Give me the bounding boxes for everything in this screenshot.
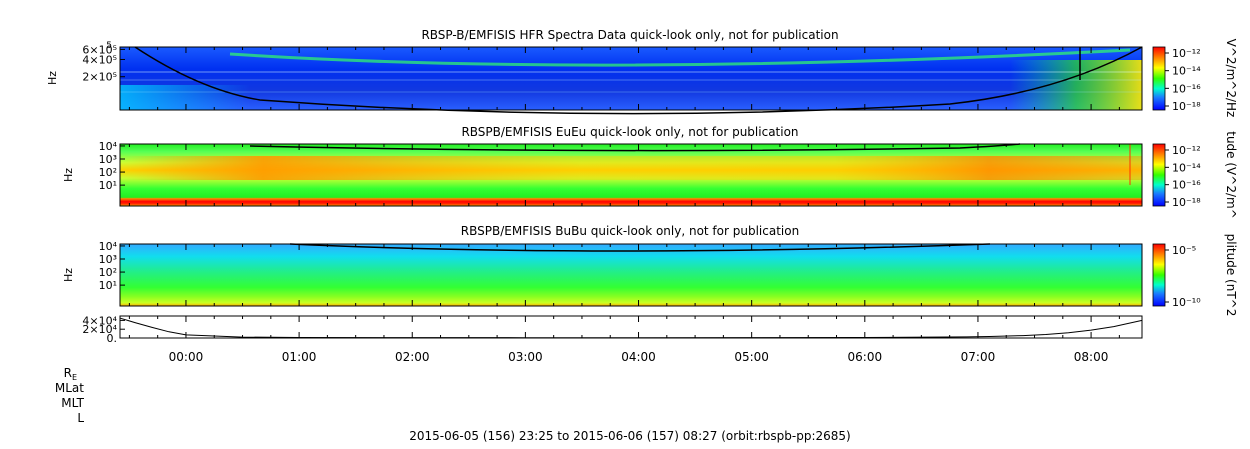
ephem-l: L (77, 411, 84, 425)
time-tick-label: 07:00 (961, 350, 996, 364)
hfr-colorbar-tick-label: 10⁻¹⁶ (1172, 82, 1201, 95)
bubu-colorbar (1152, 243, 1166, 307)
hfr-ytick-label: 4×10⁵ (82, 53, 117, 66)
time-tick-label: 08:00 (1074, 350, 1109, 364)
eueu-ytick-label: 10⁴ (99, 140, 118, 153)
density-plot-area (120, 316, 1142, 338)
eueu-frame (119, 143, 1143, 207)
density-ytick-label: 2×10⁴ (82, 323, 117, 336)
eueu-panel: RBSPB/EMFISIS EuEu quick-look only, not … (62, 125, 1238, 219)
bubu-ytick-label: 10¹ (99, 279, 117, 292)
time-axis: 00:00 01:00 02:00 03:00 04:00 05:00 06:00 07:00… (128, 47, 1120, 364)
bubu-upper-trace (289, 243, 991, 252)
time-tick-label: 00:00 (169, 350, 204, 364)
hfr-colorbar-tick-label: 10⁻¹⁸ (1172, 100, 1201, 113)
eueu-colorbar-label: tude (V^2/m^ (1224, 131, 1238, 219)
eueu-colorbar-tick-label: 10⁻¹⁶ (1172, 179, 1201, 192)
bubu-ytick-label: 10² (99, 266, 117, 279)
hfr-colorbar-tick-label: 10⁻¹² (1172, 47, 1201, 60)
time-tick-label: 01:00 (282, 350, 317, 364)
hfr-frame (119, 46, 1143, 111)
eueu-upper-trace (249, 143, 1021, 152)
bubu-colorbar-ticks: 10⁻⁵ 10⁻¹⁰ (1165, 244, 1201, 309)
density-ytick-label: 4×10⁴ (82, 314, 117, 327)
ephem-re: RE (64, 366, 77, 382)
eueu-ytick-label: 10³ (99, 153, 117, 166)
ephem-mlt: MLT (61, 396, 84, 410)
hfr-upper-hybrid-band (229, 48, 1131, 67)
time-tick-label: 04:00 (621, 350, 656, 364)
hfr-ytick-label: 6×10⁵ (82, 43, 117, 56)
time-tick-label: 05:00 (734, 350, 769, 364)
bubu-frame (119, 243, 1143, 307)
ephem-mlat: MLat (55, 381, 84, 395)
time-tick-label: 06:00 (848, 350, 883, 364)
hfr-title: RBSP-B/EMFISIS HFR Spectra Data quick-lo… (421, 28, 838, 42)
eueu-emission-band (120, 156, 1142, 180)
bubu-spectrogram (120, 244, 1142, 306)
eueu-ytick-label: 10² (99, 166, 117, 179)
bubu-colorbar-label: plitude (nT^2 (1224, 234, 1238, 317)
eueu-colorbar (1152, 143, 1166, 207)
ephemeris-labels: RE MLat MLT L (55, 366, 85, 425)
hfr-ytick-exponent: 5 (106, 41, 112, 51)
hfr-ytick-label: 2×10⁵ (82, 71, 117, 84)
time-tick-label: 03:00 (508, 350, 543, 364)
bubu-ytick-label: 10³ (99, 253, 117, 266)
time-tick-label: 02:00 (395, 350, 430, 364)
eueu-colorbar-tick-label: 10⁻¹⁸ (1172, 196, 1201, 209)
bubu-panel: RBSPB/EMFISIS BuBu quick-look only, not … (62, 224, 1238, 316)
footer-time-range: 2015-06-05 (156) 23:25 to 2015-06-06 (15… (409, 429, 850, 443)
eueu-colorbar-tick-label: 10⁻¹⁴ (1172, 161, 1201, 174)
hfr-colorbar (1152, 46, 1166, 111)
hfr-plasma-frequency-trace (134, 46, 1143, 115)
eueu-colorbar-ticks: 10⁻¹² 10⁻¹⁴ 10⁻¹⁶ 10⁻¹⁸ (1165, 144, 1201, 209)
density-ytick-label: 0. (107, 332, 118, 345)
hfr-colorbar-tick-label: 10⁻¹⁴ (1172, 65, 1201, 78)
bubu-title: RBSPB/EMFISIS BuBu quick-look only, not … (461, 224, 799, 238)
eueu-ylabel: Hz (62, 168, 75, 182)
bubu-colorbar-tick-label: 10⁻⁵ (1172, 244, 1196, 257)
eueu-ytick-label: 10¹ (99, 179, 117, 192)
bubu-ytick-label: 10⁴ (99, 240, 118, 253)
bubu-ylabel: Hz (62, 268, 75, 282)
density-frame (119, 315, 1143, 339)
hfr-left-emission (120, 85, 250, 110)
bubu-colorbar-tick-label: 10⁻¹⁰ (1172, 296, 1201, 309)
hfr-colorbar-label: V^2/m^2/Hz (1224, 39, 1238, 118)
eueu-colorbar-tick-label: 10⁻¹² (1172, 144, 1201, 157)
hfr-colorbar-ticks: 10⁻¹² 10⁻¹⁴ 10⁻¹⁶ 10⁻¹⁸ (1165, 47, 1201, 113)
eueu-title: RBSPB/EMFISIS EuEu quick-look only, not … (461, 125, 798, 139)
hfr-right-emission (1010, 60, 1142, 110)
hfr-panel: RBSP-B/EMFISIS HFR Spectra Data quick-lo… (46, 28, 1238, 117)
hfr-ylabel: Hz (46, 71, 59, 85)
